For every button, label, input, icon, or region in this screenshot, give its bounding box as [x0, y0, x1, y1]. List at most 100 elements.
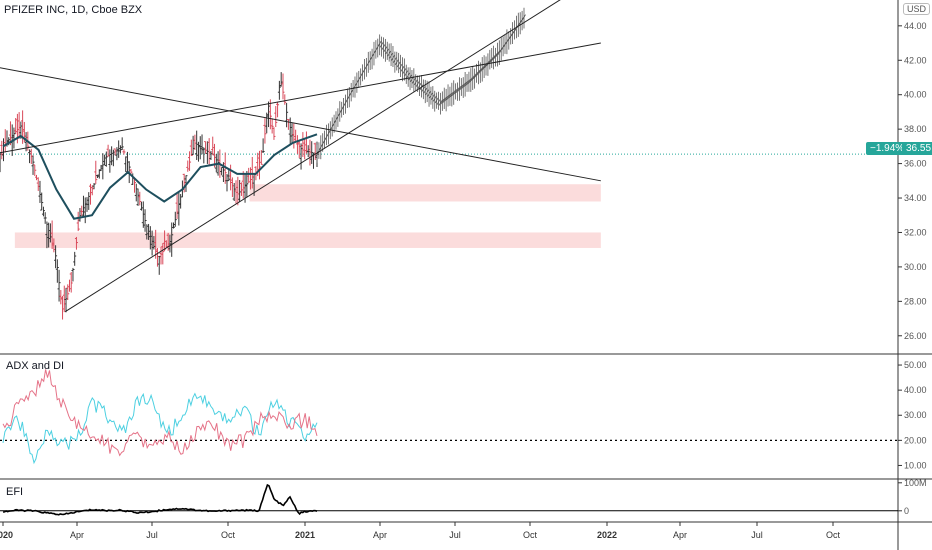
y-tick-label: 36.00 — [904, 159, 927, 169]
efi-y-tick-label: 0 — [904, 506, 909, 516]
adx-y-tick-label: 40.00 — [904, 385, 927, 395]
projected-bar-tick — [389, 52, 393, 59]
last-price: 36.55 — [906, 143, 932, 154]
y-tick-label: 44.00 — [904, 21, 927, 31]
x-tick-label: Apr — [373, 530, 387, 540]
projected-bar-tick — [383, 46, 388, 52]
projected-bar-tick — [442, 97, 447, 103]
efi-line — [2, 483, 318, 516]
x-tick-label: 2021 — [295, 530, 315, 540]
y-tick-label: 28.00 — [904, 296, 927, 306]
adx-y-tick-label: 20.00 — [904, 435, 927, 445]
projected-bar-tick — [387, 50, 392, 57]
projected-bar-tick — [459, 84, 464, 91]
x-tick-label: Jul — [449, 530, 461, 540]
projected-bar-tick — [404, 70, 409, 76]
projected-bar-tick — [417, 82, 422, 89]
projected-bar-tick — [391, 55, 395, 61]
projected-bar-tick — [430, 94, 435, 100]
efi-y-tick-label: 100M — [904, 478, 927, 488]
projected-bar-tick — [377, 40, 382, 47]
adx-y-tick-label: 30.00 — [904, 410, 927, 420]
adx-y-tick-label: 50.00 — [904, 360, 927, 370]
projected-bar-tick — [423, 87, 428, 94]
projected-bar-tick — [394, 59, 399, 66]
projected-bar-tick — [468, 77, 473, 83]
x-tick-label: Oct — [523, 530, 538, 540]
support-zone — [14, 232, 601, 248]
y-tick-label: 30.00 — [904, 262, 927, 272]
projected-bar-tick — [478, 68, 483, 74]
projected-bar-tick — [429, 92, 433, 99]
x-tick-label: Oct — [826, 530, 841, 540]
projected-bar-tick — [457, 86, 462, 92]
projected-bar-tick — [461, 83, 466, 89]
projected-bar-tick — [432, 96, 437, 102]
price-change-badge: −1.94% — [866, 142, 909, 155]
adx-y-tick-label: 10.00 — [904, 460, 927, 470]
x-tick-label: Apr — [70, 530, 84, 540]
y-tick-label: 42.00 — [904, 55, 927, 65]
projected-bar-tick — [438, 100, 443, 106]
projected-bar-tick — [451, 90, 456, 96]
projected-bar-tick — [381, 44, 386, 50]
projected-bar-tick — [489, 56, 494, 63]
projected-bar-tick — [449, 91, 454, 98]
y-tick-label: 32.00 — [904, 227, 927, 237]
projected-bar-tick — [434, 97, 439, 104]
projected-bar-tick — [385, 48, 390, 55]
projected-bar-tick — [415, 81, 420, 87]
projected-bar-tick — [421, 86, 426, 92]
projected-bar-tick — [453, 88, 458, 95]
projected-bar-tick — [398, 63, 403, 70]
projected-bar-tick — [463, 81, 467, 88]
moving-average-line — [2, 133, 318, 220]
projected-bar-tick — [465, 80, 469, 86]
projected-bar-tick — [446, 94, 450, 101]
projected-bar-tick — [472, 73, 477, 80]
projected-bar-tick — [440, 98, 445, 105]
y-tick-label: 34.00 — [904, 193, 927, 203]
x-tick-label: Jul — [751, 530, 763, 540]
projected-bar-tick — [444, 95, 448, 102]
projected-bar-tick — [448, 93, 452, 99]
x-tick-label: 2020 — [0, 530, 13, 540]
plus-di-line — [2, 392, 318, 465]
projected-bar-tick — [425, 89, 429, 96]
y-tick-label: 38.00 — [904, 124, 927, 134]
x-tick-label: 2022 — [597, 530, 617, 540]
projected-bar-tick — [455, 87, 460, 94]
projected-bar-tick — [493, 53, 498, 59]
projected-bar-tick — [491, 55, 496, 61]
projected-bar-tick — [402, 68, 407, 74]
projected-bar-tick — [406, 72, 411, 79]
currency-button[interactable]: USD — [903, 3, 931, 15]
adx-pane-title: ADX and DI — [6, 360, 65, 372]
minus-di-line — [2, 369, 318, 457]
projected-bar-tick — [474, 71, 479, 78]
projected-bar-tick — [436, 99, 441, 105]
projected-bar-tick — [427, 91, 431, 97]
projected-bar-tick — [480, 66, 485, 72]
price-change: −1.94% — [870, 143, 905, 154]
x-tick-label: Oct — [221, 530, 236, 540]
projected-bar-tick — [482, 64, 486, 70]
support-zone — [249, 184, 601, 202]
projected-bar-tick — [400, 66, 405, 72]
trend-line — [0, 67, 601, 182]
x-tick-label: Jul — [146, 530, 158, 540]
projected-bar-tick — [412, 78, 416, 84]
projected-bar-tick — [497, 49, 502, 56]
efi-pane-title: EFI — [6, 486, 24, 498]
projected-bar-tick — [379, 42, 384, 48]
projected-bar-tick — [522, 14, 526, 21]
trend-line — [64, 0, 561, 313]
x-tick-label: Apr — [673, 530, 687, 540]
projected-bar-tick — [470, 75, 475, 82]
trend-line — [0, 42, 601, 154]
y-tick-label: 26.00 — [904, 331, 927, 341]
y-tick-label: 40.00 — [904, 90, 927, 100]
projected-bar-tick — [413, 79, 418, 86]
